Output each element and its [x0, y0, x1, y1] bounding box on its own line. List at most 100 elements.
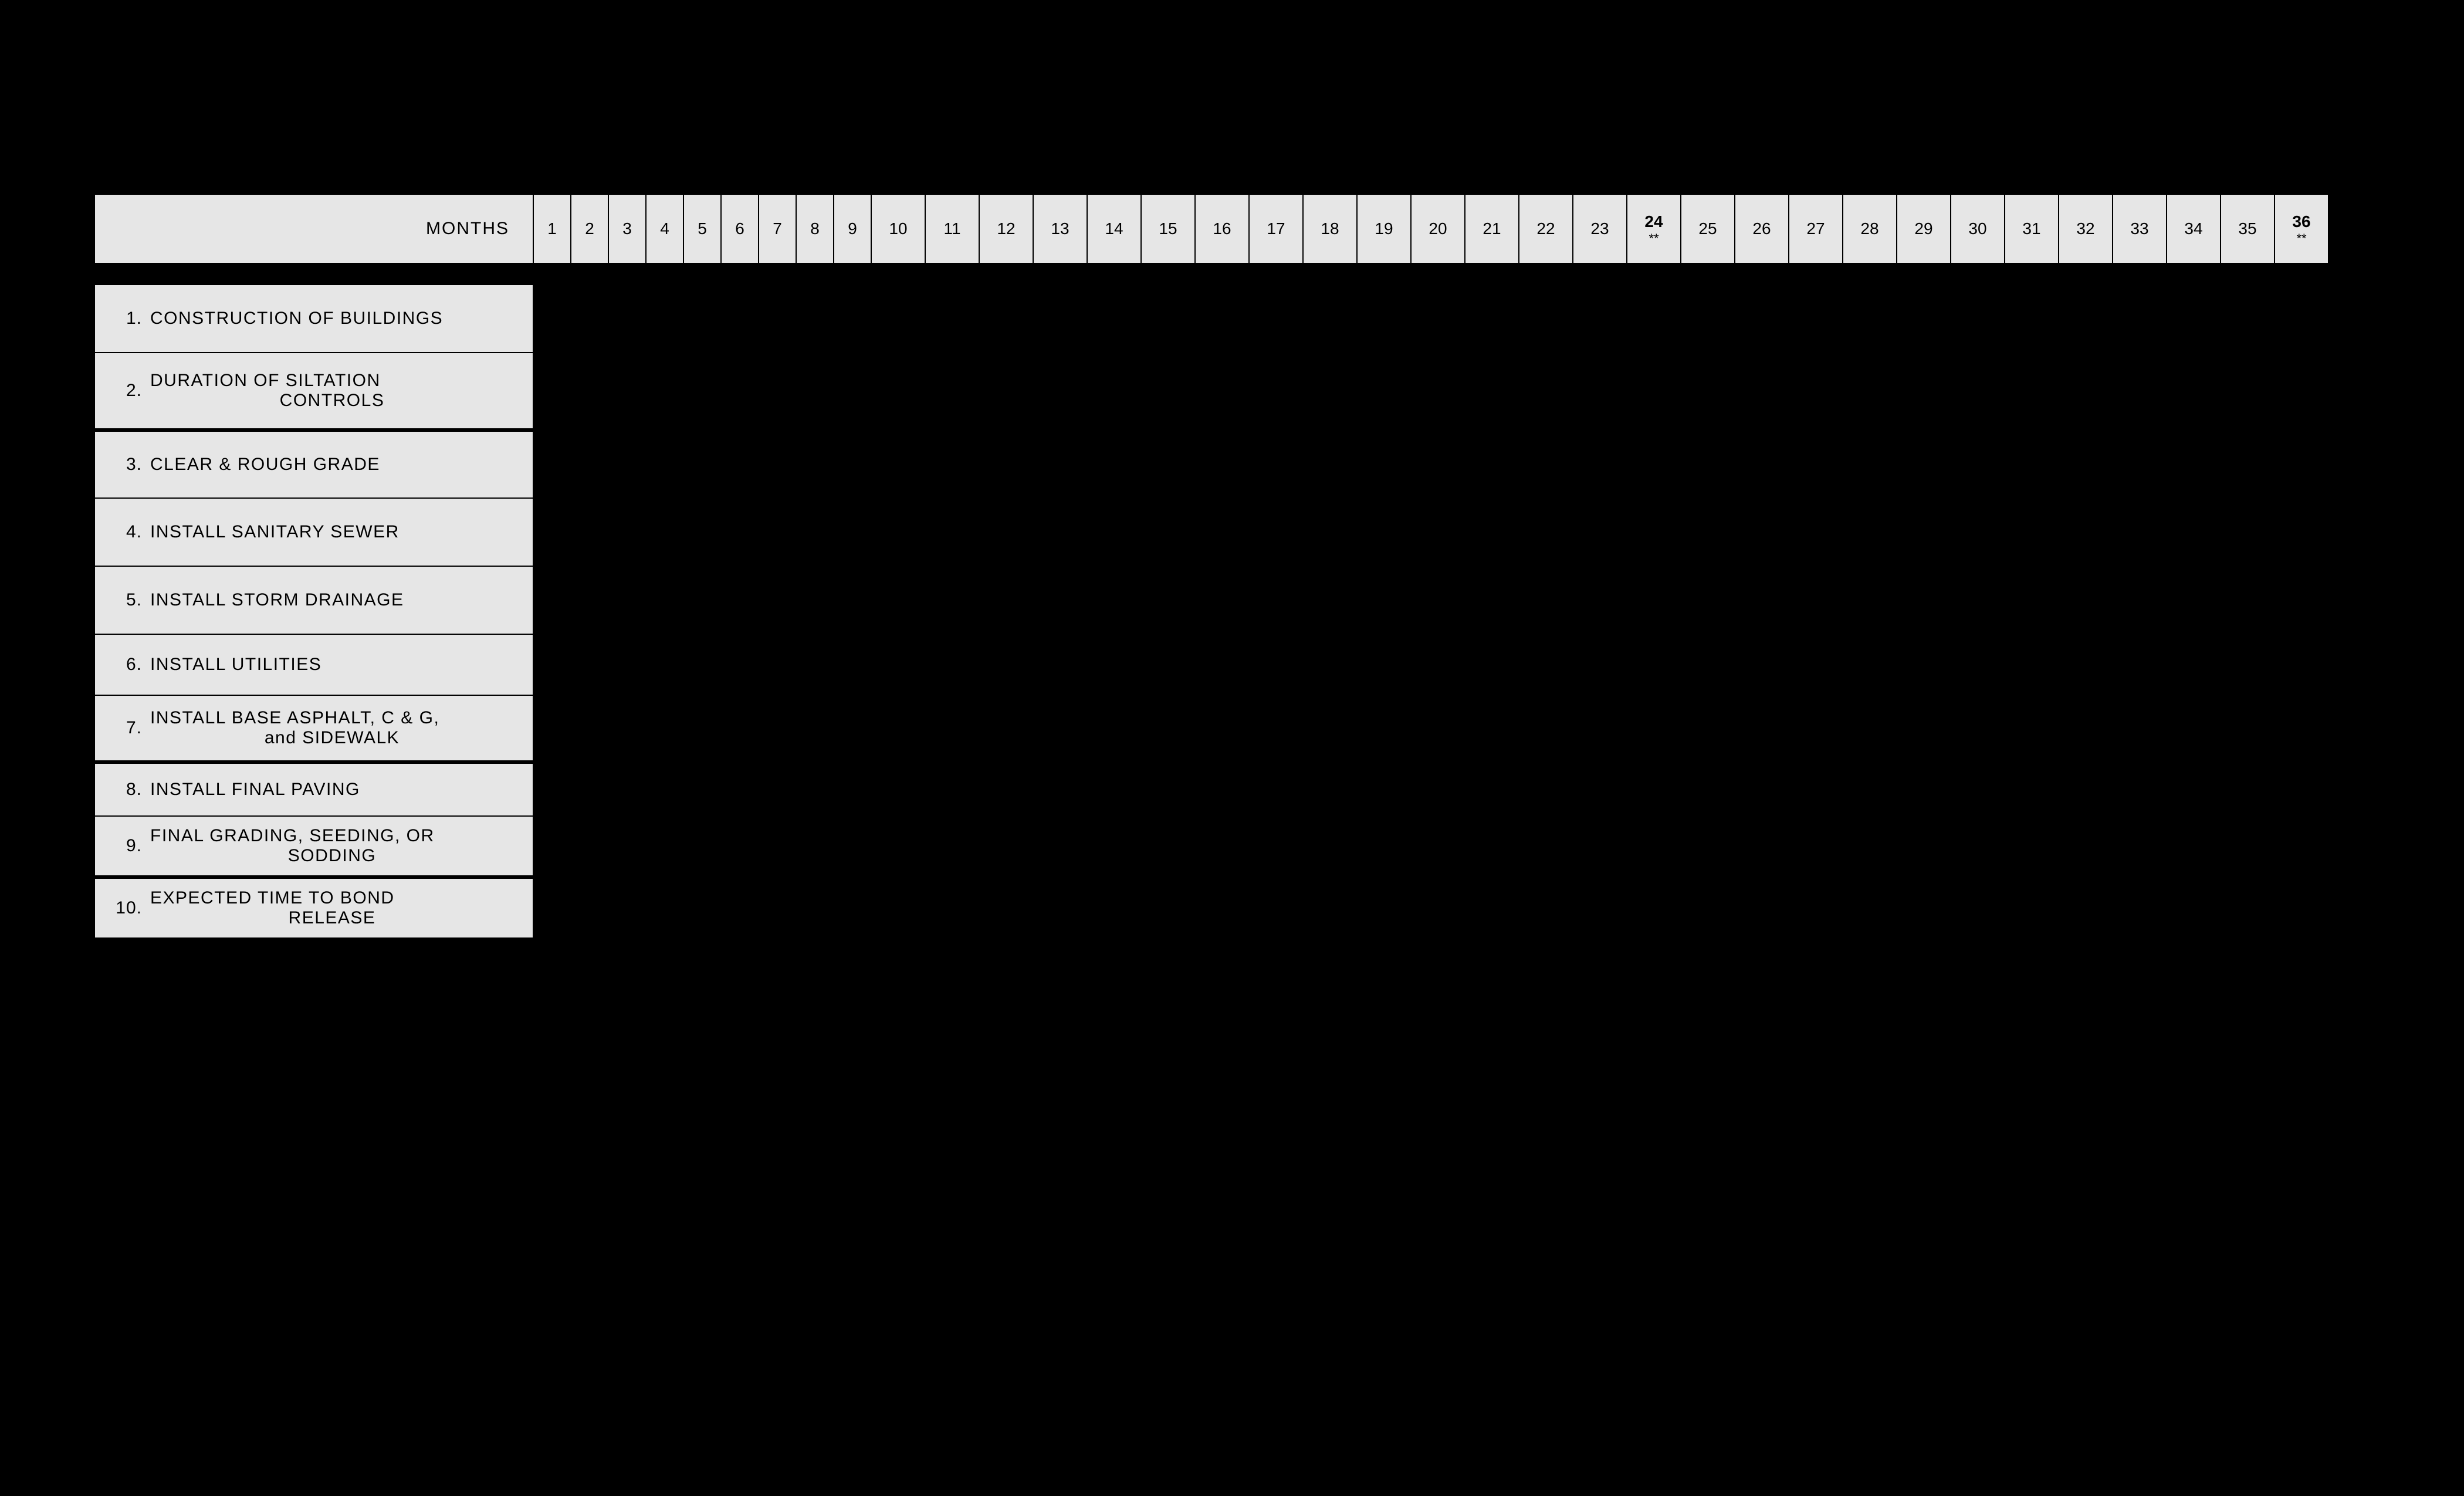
month-cell: 4: [647, 194, 684, 264]
header-row: MONTHS 123456789101112131415161718192021…: [94, 194, 2329, 264]
months-label: MONTHS: [94, 194, 534, 264]
month-annotation: **: [2296, 232, 2306, 245]
month-cell: 14: [1088, 194, 1142, 264]
task-label: CONSTRUCTION OF BUILDINGS: [150, 309, 455, 329]
month-number: 27: [1806, 219, 1825, 238]
task-number: 7.: [95, 718, 150, 738]
task-number: 5.: [95, 590, 150, 610]
month-number: 16: [1213, 219, 1231, 238]
month-number: 34: [2184, 219, 2202, 238]
month-number: 13: [1051, 219, 1069, 238]
month-number: 32: [2076, 219, 2094, 238]
month-number: 3: [622, 219, 632, 238]
month-cell: 27: [1789, 194, 1843, 264]
month-number: 26: [1752, 219, 1771, 238]
task-label-line2: CONTROLS: [150, 391, 514, 411]
task-row: 10.EXPECTED TIME TO BONDRELEASE: [94, 875, 534, 939]
task-row: 8.INSTALL FINAL PAVING: [94, 760, 534, 815]
task-label: INSTALL SANITARY SEWER: [150, 522, 411, 542]
task-row: 3.CLEAR & ROUGH GRADE: [94, 428, 534, 497]
month-number: 11: [943, 219, 960, 238]
month-cell: 6: [722, 194, 759, 264]
month-number: 2: [585, 219, 594, 238]
month-cell: 11: [926, 194, 980, 264]
month-cell: 21: [1465, 194, 1519, 264]
month-cell: 2: [571, 194, 609, 264]
task-label-line1: DURATION OF SILTATION: [150, 371, 381, 391]
month-number: 12: [997, 219, 1015, 238]
month-cell: 8: [797, 194, 834, 264]
month-cell: 36**: [2275, 194, 2329, 264]
month-number: 36: [2292, 212, 2310, 231]
month-cell: 1: [534, 194, 571, 264]
task-number: 9.: [95, 836, 150, 856]
month-cell: 7: [759, 194, 797, 264]
month-number: 5: [698, 219, 707, 238]
task-label-line1: FINAL GRADING, SEEDING, OR: [150, 826, 435, 846]
month-number: 29: [1914, 219, 1932, 238]
month-number: 19: [1375, 219, 1393, 238]
task-label: DURATION OF SILTATIONCONTROLS: [150, 371, 533, 411]
month-cell: 16: [1196, 194, 1250, 264]
month-number: 25: [1698, 219, 1717, 238]
month-number: 4: [660, 219, 669, 238]
task-label-line1: INSTALL BASE ASPHALT, C & G,: [150, 708, 439, 728]
month-number: 35: [2238, 219, 2256, 238]
month-number: 21: [1483, 219, 1501, 238]
task-row: 5.INSTALL STORM DRAINAGE: [94, 566, 534, 634]
month-cell: 9: [834, 194, 872, 264]
header-gap: [94, 264, 534, 282]
month-cell: 26: [1735, 194, 1789, 264]
task-number: 10.: [95, 898, 150, 918]
month-cell: 24**: [1627, 194, 1681, 264]
month-number: 28: [1860, 219, 1879, 238]
month-cell: 3: [609, 194, 647, 264]
month-cell: 17: [1250, 194, 1304, 264]
month-cell: 15: [1142, 194, 1196, 264]
month-cell: 33: [2113, 194, 2167, 264]
month-cell: 18: [1304, 194, 1358, 264]
month-number: 9: [848, 219, 857, 238]
task-number: 6.: [95, 655, 150, 675]
task-label-line1: EXPECTED TIME TO BOND: [150, 888, 395, 908]
task-number: 8.: [95, 780, 150, 800]
month-number: 30: [1968, 219, 1986, 238]
month-cell: 12: [980, 194, 1034, 264]
month-cell: 29: [1897, 194, 1951, 264]
task-label: INSTALL UTILITIES: [150, 655, 333, 675]
month-number: 20: [1429, 219, 1447, 238]
task-row: 1.CONSTRUCTION OF BUILDINGS: [94, 282, 534, 352]
task-number: 2.: [95, 381, 150, 401]
month-number: 24: [1644, 212, 1663, 231]
task-row: 7.INSTALL BASE ASPHALT, C & G,and SIDEWA…: [94, 695, 534, 760]
month-cell: 35: [2221, 194, 2275, 264]
month-cell: 25: [1681, 194, 1735, 264]
month-annotation: **: [1649, 232, 1659, 245]
month-number: 6: [735, 219, 744, 238]
month-number: 14: [1105, 219, 1123, 238]
month-cells-container: 123456789101112131415161718192021222324*…: [534, 194, 2329, 264]
month-number: 1: [547, 219, 557, 238]
task-rows-container: 1.CONSTRUCTION OF BUILDINGS2.DURATION OF…: [94, 282, 2329, 939]
month-cell: 23: [1573, 194, 1627, 264]
month-number: 23: [1590, 219, 1609, 238]
task-label: INSTALL STORM DRAINAGE: [150, 590, 416, 610]
task-label: INSTALL FINAL PAVING: [150, 780, 372, 800]
task-label: EXPECTED TIME TO BONDRELEASE: [150, 888, 533, 928]
task-number: 3.: [95, 455, 150, 475]
month-cell: 5: [684, 194, 722, 264]
month-cell: 20: [1412, 194, 1465, 264]
task-number: 4.: [95, 522, 150, 542]
month-cell: 28: [1843, 194, 1897, 264]
task-label: FINAL GRADING, SEEDING, ORSODDING: [150, 826, 533, 866]
task-label-line2: SODDING: [150, 846, 514, 866]
month-number: 15: [1159, 219, 1177, 238]
task-row: 9.FINAL GRADING, SEEDING, ORSODDING: [94, 815, 534, 875]
task-label-line2: and SIDEWALK: [150, 728, 514, 748]
month-number: 31: [2022, 219, 2040, 238]
task-label-line2: RELEASE: [150, 908, 514, 928]
month-number: 10: [889, 219, 907, 238]
month-number: 17: [1267, 219, 1285, 238]
task-number: 1.: [95, 309, 150, 329]
task-row: 2.DURATION OF SILTATIONCONTROLS: [94, 352, 534, 428]
